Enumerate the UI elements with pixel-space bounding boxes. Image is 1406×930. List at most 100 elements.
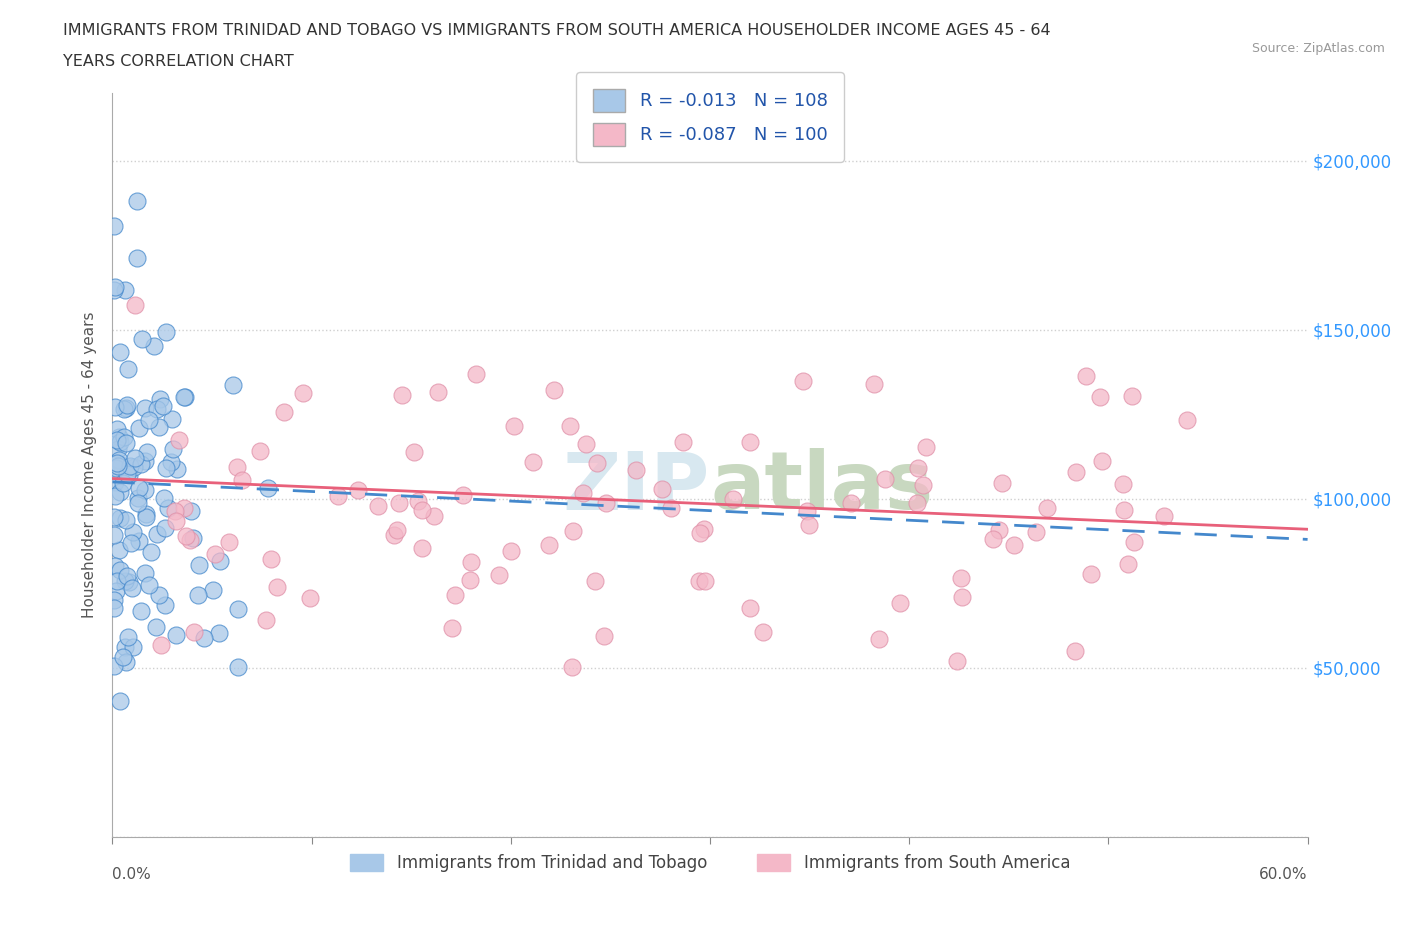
Point [231, 473, 253, 488]
Point [114, 640, 136, 655]
Point [839, 496, 862, 511]
Point [721, 491, 744, 506]
Point [138, 412, 160, 427]
Text: IMMIGRANTS FROM TRINIDAD AND TOBAGO VS IMMIGRANTS FROM SOUTH AMERICA HOUSEHOLDER: IMMIGRANTS FROM TRINIDAD AND TOBAGO VS I… [63, 23, 1050, 38]
Point [441, 620, 464, 635]
Point [254, 613, 277, 628]
Point [595, 496, 617, 511]
Point [1088, 390, 1111, 405]
Point [907, 460, 929, 475]
Point [796, 504, 818, 519]
Point [127, 491, 149, 506]
Point [110, 694, 132, 709]
Point [107, 543, 129, 558]
Point [148, 420, 170, 435]
Point [104, 460, 127, 475]
Point [136, 445, 159, 459]
Y-axis label: Householder Income Ages 45 - 64 years: Householder Income Ages 45 - 64 years [82, 312, 97, 618]
Point [1121, 389, 1143, 404]
Point [991, 476, 1014, 491]
Point [165, 503, 187, 518]
Point [155, 325, 177, 339]
Point [260, 551, 283, 566]
Point [128, 481, 150, 496]
Point [583, 574, 606, 589]
Point [451, 487, 474, 502]
Point [382, 527, 405, 542]
Point [1175, 412, 1198, 427]
Point [129, 457, 152, 472]
Point [115, 435, 138, 450]
Point [115, 398, 138, 413]
Text: Source: ZipAtlas.com: Source: ZipAtlas.com [1251, 42, 1385, 55]
Point [326, 489, 349, 504]
Point [1112, 503, 1135, 518]
Point [122, 639, 145, 654]
Point [863, 377, 886, 392]
Point [1025, 525, 1047, 539]
Point [183, 624, 205, 639]
Point [692, 522, 714, 537]
Point [115, 654, 138, 669]
Point [257, 481, 280, 496]
Point [1116, 556, 1139, 571]
Point [522, 455, 544, 470]
Point [499, 544, 522, 559]
Point [1122, 535, 1144, 550]
Point [120, 458, 142, 473]
Point [298, 591, 321, 605]
Point [222, 378, 245, 392]
Point [751, 625, 773, 640]
Point [1153, 509, 1175, 524]
Point [114, 513, 136, 528]
Point [202, 583, 225, 598]
Point [367, 498, 389, 513]
Point [115, 467, 138, 482]
Point [502, 418, 524, 433]
Point [402, 445, 425, 459]
Point [117, 630, 139, 644]
Point [155, 460, 177, 475]
Point [586, 456, 609, 471]
Point [107, 458, 129, 473]
Point [218, 535, 240, 550]
Point [659, 500, 682, 515]
Point [108, 511, 131, 525]
Point [152, 490, 174, 505]
Point [209, 553, 232, 568]
Point [889, 595, 911, 610]
Point [797, 517, 820, 532]
Text: YEARS CORRELATION CHART: YEARS CORRELATION CHART [63, 54, 294, 69]
Point [103, 509, 125, 524]
Point [949, 571, 972, 586]
Point [1080, 567, 1102, 582]
Point [118, 468, 141, 483]
Point [124, 298, 146, 312]
Point [388, 496, 411, 511]
Point [128, 534, 150, 549]
Point [135, 510, 157, 525]
Point [142, 339, 165, 353]
Point [160, 411, 183, 426]
Point [266, 579, 288, 594]
Point [104, 559, 127, 574]
Point [165, 627, 187, 642]
Point [156, 500, 179, 515]
Point [560, 419, 582, 434]
Point [226, 601, 249, 616]
Point [444, 587, 467, 602]
Point [166, 461, 188, 476]
Point [458, 573, 481, 588]
Point [110, 344, 132, 359]
Point [273, 405, 295, 419]
Point [624, 462, 647, 477]
Point [105, 433, 128, 448]
Point [162, 442, 184, 457]
Point [873, 472, 896, 486]
Point [114, 573, 136, 588]
Point [159, 455, 181, 470]
Point [105, 456, 128, 471]
Point [104, 400, 127, 415]
Point [135, 507, 157, 522]
Point [108, 434, 131, 449]
